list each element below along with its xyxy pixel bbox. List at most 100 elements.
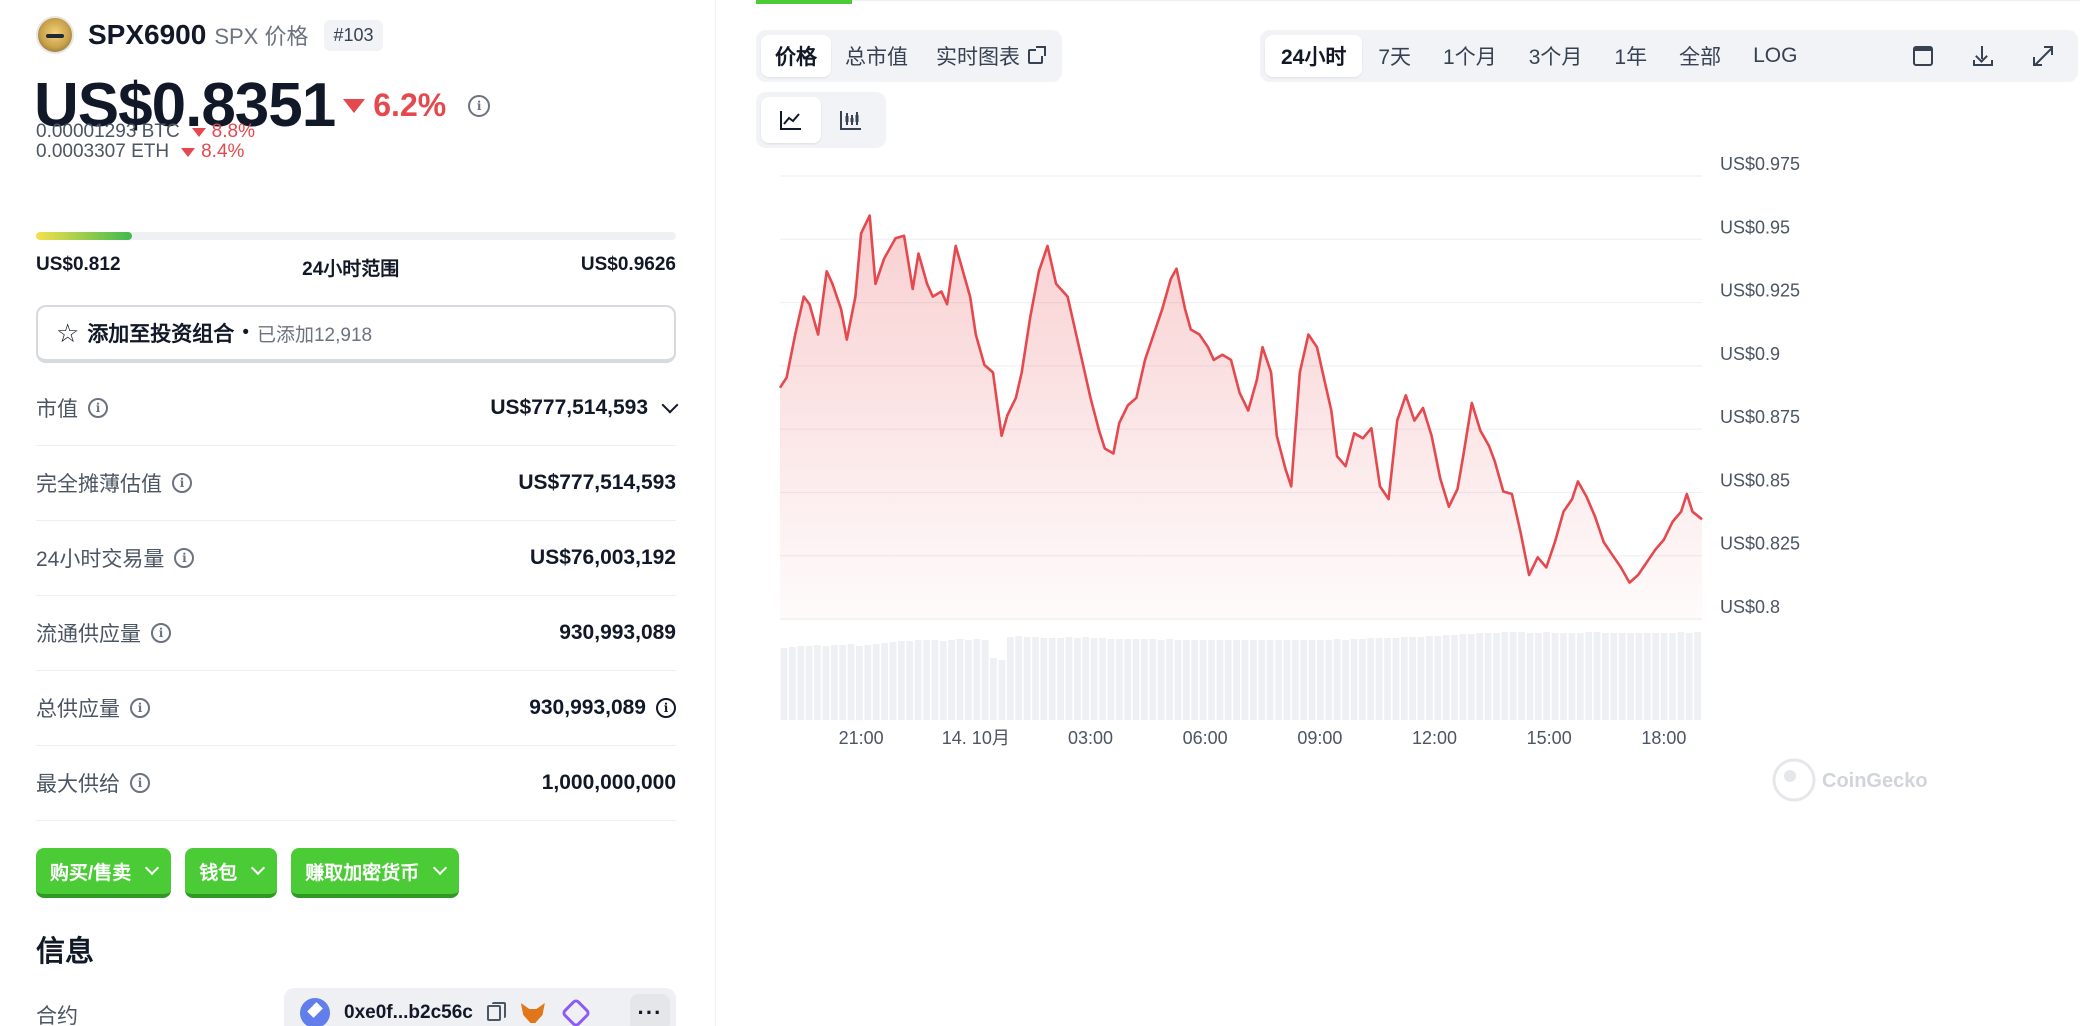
portfolio-separator: • [242,322,249,343]
info-icon[interactable]: i [88,398,108,418]
volume-bar [1392,638,1400,720]
range-low: US$0.812 [36,254,121,275]
portfolio-button-label: 添加至投资组合 [87,323,235,346]
volume-bar [864,645,872,720]
buy-sell-button[interactable]: 购买/售卖 [36,848,172,898]
download-icon [1973,46,1993,66]
range-tab-label: 7天 [1378,46,1412,69]
wallet-connect-icon[interactable] [560,997,592,1026]
volume-bar [1157,640,1165,720]
stat-label: 最大供给 i [36,768,150,798]
range-tab-label: 1个月 [1443,46,1497,69]
range-tab[interactable]: 3个月 [1513,35,1599,77]
volume-bar [1375,638,1383,720]
volume-bar [1467,634,1475,720]
volume-bar [797,646,805,720]
info-icon[interactable]: i [656,698,676,718]
volume-bar [1543,632,1551,720]
range-tab[interactable]: 1年 [1598,35,1663,77]
more-options-button[interactable]: ··· [630,994,670,1026]
btc-price: 0.00001293 BTC [36,121,180,142]
chevron-down-icon [145,860,160,876]
stat-value-text: 930,993,089 [559,621,676,644]
stat-label: 24小时交易量 i [36,543,195,573]
add-to-portfolio-button[interactable]: ☆ 添加至投资组合 • 已添加12,918 [36,305,676,363]
volume-bar [1291,640,1299,720]
contract-address[interactable]: 0xe0f...b2c56c [344,1002,473,1023]
download-button[interactable] [1953,35,2013,77]
coin-name: SPX6900 [88,19,207,50]
range-high: US$0.9626 [580,254,676,275]
contract-address-box: 0xe0f...b2c56c [284,988,676,1026]
volume-bar [1074,638,1081,720]
price-change-value: 6.2% [373,87,447,123]
tab-price[interactable]: 价格 [761,35,831,77]
stat-row: 完全摊薄估值 i US$777,514,593 [36,446,676,521]
volume-bar [847,644,855,720]
coingecko-watermark: CoinGecko [1772,758,1928,802]
candlestick-button[interactable] [821,97,881,143]
volume-bars [780,632,1701,720]
metamask-icon[interactable] [520,1003,545,1023]
chevron-down-icon[interactable] [661,396,679,414]
contract-label: 合约 [36,1005,78,1026]
stat-label-text: 24小时交易量 [36,548,165,571]
x-axis-ticks: 21:00 14. 10月 03:00 06:00 09:00 12:00 15:00 18:… [839,728,1687,748]
stat-row[interactable]: 市值 i US$777,514,593 [36,371,679,446]
stat-value: 930,993,089 [559,621,676,645]
price-chart[interactable]: US$0.975 US$0.95 US$0.925 US$0.9 US$0.875 US$… [760,150,2080,1010]
price-line [778,214,1703,584]
range-labels: US$0.812 24小时范围 US$0.9626 [36,254,676,281]
range-tab[interactable]: 7天 [1362,35,1427,77]
volume-bar [1442,635,1450,720]
info-icon[interactable]: i [130,698,150,718]
earn-crypto-button[interactable]: 赚取加密货币 [291,848,460,898]
volume-bar [1166,639,1173,720]
info-icon[interactable]: i [172,473,192,493]
range-tab[interactable]: LOG [1737,35,1813,77]
range-tab-label: 全部 [1679,46,1722,69]
stat-value: US$777,514,593 [490,396,679,420]
coin-logo-icon [36,16,74,54]
stat-value: US$777,514,593 [518,471,676,495]
stat-label: 总供应量 i [36,693,150,723]
volume-bar [956,639,964,720]
info-icon[interactable]: i [468,94,491,117]
earn-label: 赚取加密货币 [305,862,420,884]
fullscreen-button[interactable] [2013,35,2073,77]
volume-bar [1241,640,1249,720]
copy-icon[interactable] [486,1002,506,1021]
range-bar-fill [36,232,132,240]
volume-bar [822,646,830,720]
x-tick-label: 15:00 [1527,728,1572,748]
line-chart-button[interactable] [761,97,821,143]
volume-bar [1124,639,1132,720]
info-icon[interactable]: i [130,773,150,793]
volume-bar [1509,632,1517,720]
volume-bar [1199,640,1207,720]
volume-bar [1560,633,1567,720]
calendar-icon [1913,46,1933,66]
stat-value-text: 1,000,000,000 [541,771,676,794]
volume-bar [839,645,847,720]
chart-style-toggle [756,92,886,148]
range-tab[interactable]: 1个月 [1427,35,1513,77]
action-buttons: 购买/售卖 钱包 赚取加密货币 [36,848,473,898]
stat-value-text: 930,993,089 [529,696,646,719]
external-link-icon [1028,45,1046,64]
stat-row: 总供应量 i 930,993,089 i [36,671,676,746]
coin-header: SPX6900 SPX 价格 #103 [36,16,383,54]
info-icon[interactable]: i [151,623,171,643]
volume-bar [1610,633,1618,720]
top-border [852,0,2080,1]
volume-bar [1216,640,1224,720]
tab-live-chart[interactable]: 实时图表 [922,35,1057,77]
info-icon[interactable]: i [174,548,195,568]
date-picker-button[interactable] [1893,35,1953,77]
tab-market-cap[interactable]: 总市值 [831,35,922,77]
range-tab[interactable]: 24小时 [1265,35,1363,77]
wallet-button[interactable]: 钱包 [185,848,278,898]
stat-value: 1,000,000,000 [542,771,676,795]
range-tab[interactable]: 全部 [1663,35,1737,77]
volume-bar [1400,637,1408,720]
